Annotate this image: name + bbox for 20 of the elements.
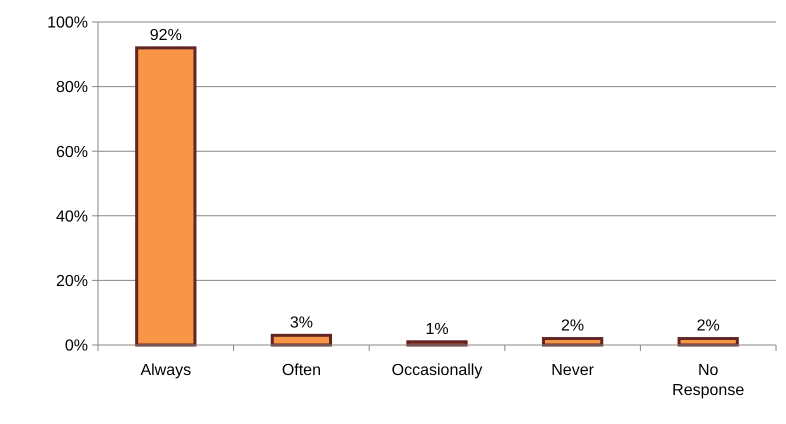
bar <box>678 337 739 346</box>
bar <box>542 337 604 346</box>
x-tick-label: Never <box>551 362 595 379</box>
data-label: 3% <box>290 314 313 332</box>
bar <box>135 46 196 346</box>
data-label: 92% <box>150 26 182 44</box>
y-tick-label: 20% <box>56 273 88 290</box>
data-label: 2% <box>561 318 584 335</box>
y-tick-label: 80% <box>56 79 88 96</box>
y-tick-label: 60% <box>56 144 88 161</box>
x-tick-label: Often <box>282 362 321 379</box>
bar <box>270 334 332 346</box>
x-tick-label: Always <box>140 362 192 379</box>
x-tick-label: Occasionally <box>392 362 482 379</box>
data-label: 2% <box>696 318 720 335</box>
x-tick-label: No Response <box>672 362 744 399</box>
y-tick-label: 100% <box>47 14 88 32</box>
y-tick-label: 0% <box>64 338 88 355</box>
y-tick-label: 40% <box>56 208 88 226</box>
data-label: 1% <box>425 320 449 338</box>
